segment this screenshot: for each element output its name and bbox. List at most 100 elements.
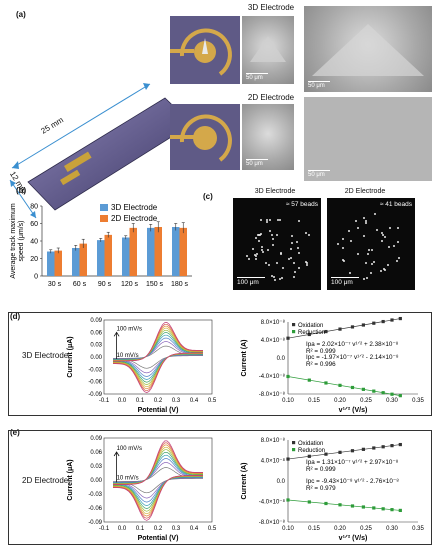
y-tick-label: 0.06	[90, 450, 102, 456]
legend-marker-reduction	[292, 448, 296, 452]
bead	[261, 251, 264, 254]
bead	[308, 233, 311, 236]
legend-marker-reduction	[292, 330, 296, 334]
data-point-reduction	[307, 378, 311, 382]
bar-3d	[122, 237, 130, 276]
data-point-reduction	[350, 504, 355, 508]
bead-count-2d: ≈ 41 beads	[379, 201, 412, 208]
data-point-reduction	[324, 381, 328, 385]
panel-d-electrode-name: 3D Electrode	[22, 351, 69, 360]
panel-e-label: (e)	[10, 428, 20, 437]
bead-count-3d: ≈ 57 beads	[285, 201, 318, 208]
y-tick-label: 0.0	[277, 479, 286, 485]
bead	[365, 262, 368, 265]
x-tick-label: 0.1	[136, 526, 145, 532]
bead	[254, 258, 257, 261]
y-axis-label-line: speed (μm/s)	[18, 221, 25, 262]
bead	[265, 221, 268, 224]
scale-bar-label: 50 μm	[308, 83, 325, 89]
legend-swatch-3d	[100, 204, 108, 211]
y-tick-label: 0.00	[90, 355, 102, 361]
x-tick-label: 0.4	[190, 398, 199, 404]
y-tick-label: -0.06	[88, 380, 102, 386]
x-tick-label: 0.0	[118, 398, 127, 404]
data-point-oxidation	[398, 442, 402, 447]
data-point-oxidation	[324, 452, 328, 456]
x-tick-label: 0.10	[282, 526, 294, 532]
legend-marker-oxidation	[292, 441, 296, 445]
bead	[393, 244, 396, 247]
data-point-oxidation	[286, 336, 290, 340]
bead	[271, 238, 274, 241]
bead	[373, 212, 376, 215]
bead	[364, 220, 367, 223]
bead	[280, 276, 283, 279]
bead	[289, 257, 292, 260]
bar-2d	[79, 243, 87, 276]
plot-frame	[103, 437, 213, 523]
bead	[342, 246, 345, 249]
cv-2d-chart: -0.1 0.0 0.1 0.2 0.3 0.4 0.5 0.09 0.06 0.03 0.00 -0…	[67, 436, 217, 542]
data-point-reduction	[350, 385, 355, 390]
equation-oxidation: Ipa = 2.02×10⁻⁷ v¹ᐟ² + 2.38×10⁻⁸	[306, 341, 399, 348]
bead	[337, 242, 340, 245]
data-point-reduction	[381, 391, 385, 395]
bead	[272, 244, 275, 247]
bead	[265, 262, 267, 265]
y-tick-label: 8.0×10⁻⁸	[261, 319, 286, 326]
bead	[396, 260, 399, 263]
bead	[260, 249, 263, 252]
fluo-3d-title: 3D Electrode	[254, 188, 296, 195]
x-tick-label: 0.1	[136, 398, 145, 404]
data-point-reduction	[286, 374, 290, 379]
bead	[363, 278, 366, 281]
data-point-reduction	[361, 505, 365, 509]
arrow-label-top: 100 mV/s	[117, 446, 142, 452]
sem-2d-zoom: 50 μm	[304, 97, 432, 181]
x-tick-label: 0.5	[208, 526, 217, 532]
bead	[287, 258, 290, 261]
data-point-reduction	[390, 392, 394, 396]
y-axis-label: Current (μA)	[67, 459, 74, 500]
y-tick-label: 0	[34, 274, 38, 281]
cv-curve-cathodic	[113, 477, 203, 503]
bar-3d	[47, 251, 55, 276]
bead	[267, 249, 270, 252]
y-axis-label-line: Average track maximum	[10, 203, 17, 279]
cv-curve-anodic	[113, 322, 203, 362]
bead	[384, 235, 387, 238]
data-point-reduction	[324, 501, 328, 506]
bead	[383, 268, 386, 271]
y-axis-label: Current (A)	[241, 340, 248, 377]
x-axis-label: Potential (V)	[138, 535, 179, 542]
x-tick-label: -0.1	[99, 526, 110, 532]
legend-swatch-2d	[100, 215, 108, 222]
data-point-oxidation	[324, 329, 328, 334]
data-point-oxidation	[307, 454, 311, 458]
bead	[276, 233, 279, 236]
y-tick-label: 40	[30, 239, 38, 246]
data-point-reduction	[390, 508, 394, 512]
bead	[298, 220, 301, 222]
data-point-oxidation	[338, 327, 342, 331]
x-tick-label: 0.35	[412, 398, 424, 404]
y-tick-label: -0.03	[88, 367, 102, 373]
bead	[373, 260, 376, 263]
data-point-reduction	[398, 394, 402, 398]
fluorescence-3d-image: ≈ 57 beads 100 μm	[233, 198, 321, 290]
bar-2d	[129, 227, 137, 276]
legend-label-2d: 2D Electrode	[111, 214, 158, 223]
bead	[376, 229, 379, 232]
y-tick-label: 0.09	[90, 318, 102, 324]
bar-2d	[179, 227, 187, 276]
panel-e-frame	[8, 430, 432, 545]
bead	[398, 256, 401, 259]
scale-bar-label: 50 μm	[246, 161, 263, 167]
photo-2d-electrode	[170, 104, 240, 170]
y-tick-label: 0.06	[90, 330, 102, 336]
bead	[363, 216, 366, 219]
bead	[281, 266, 284, 269]
bead	[290, 248, 293, 251]
data-point-oxidation	[390, 444, 394, 448]
bead	[265, 219, 268, 222]
